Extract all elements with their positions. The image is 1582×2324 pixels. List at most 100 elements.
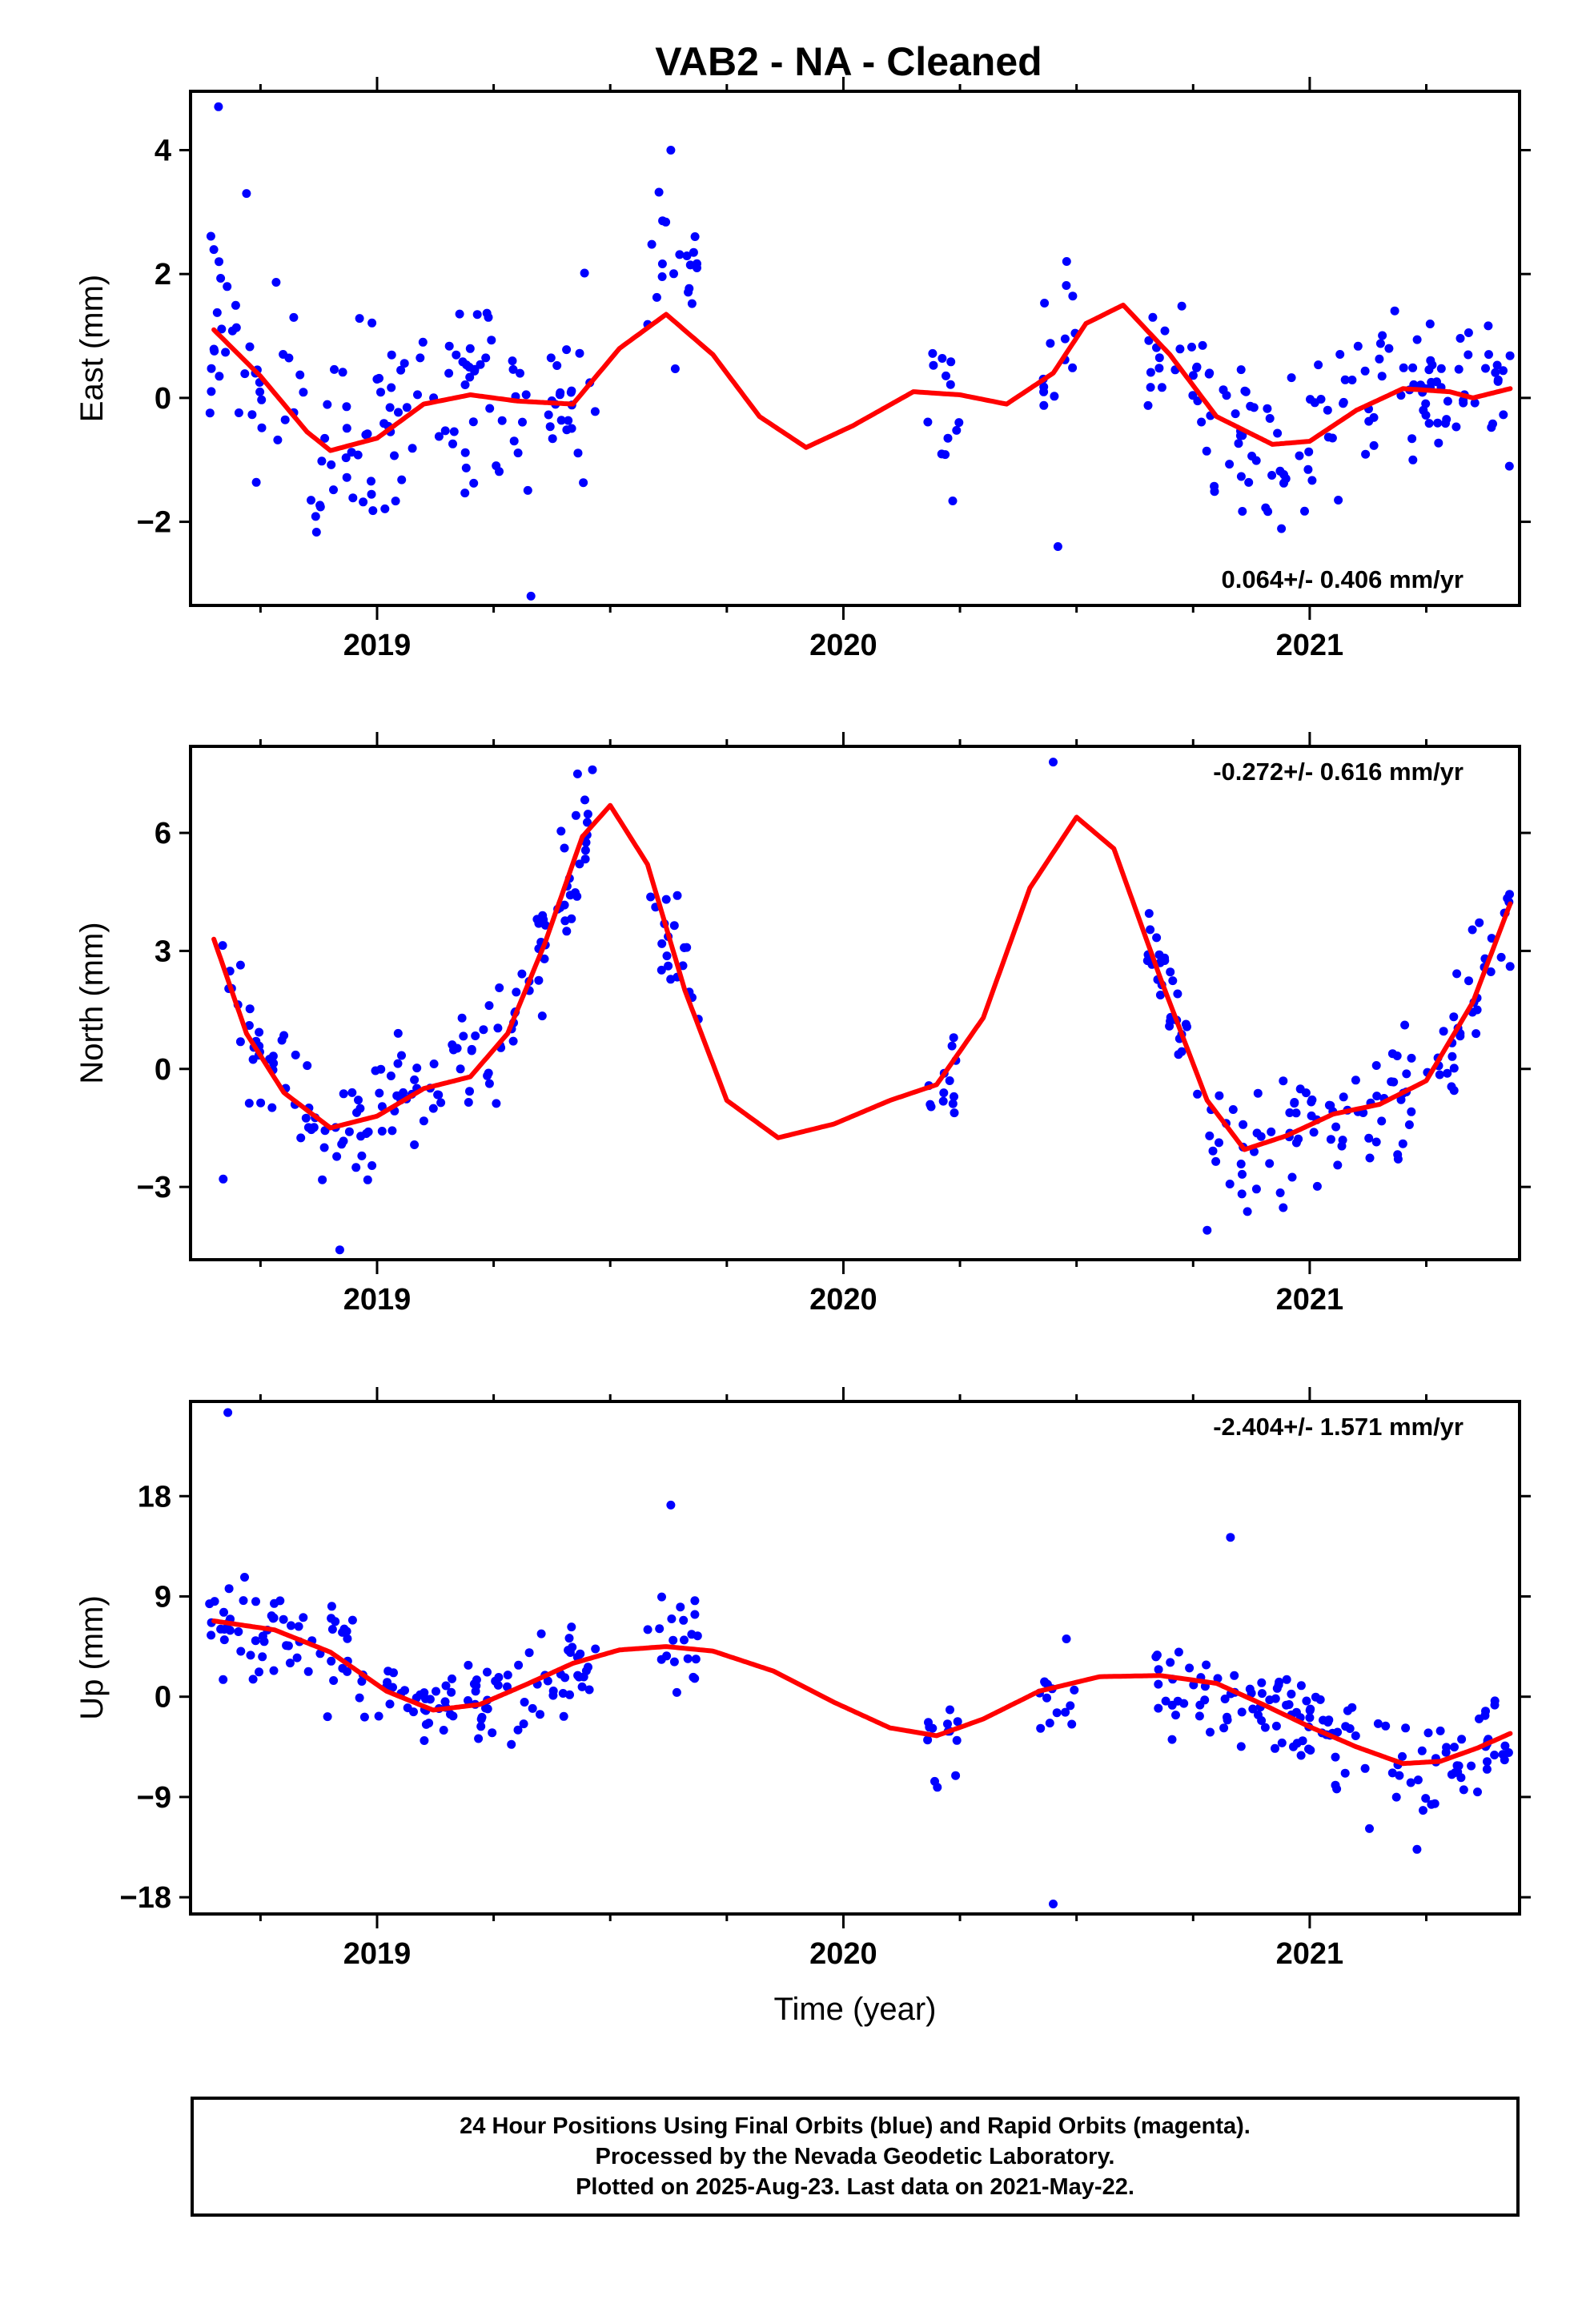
data-point — [1372, 1092, 1382, 1101]
data-point — [581, 1666, 591, 1675]
y-tick-label: −3 — [137, 1171, 171, 1204]
data-point — [495, 467, 504, 476]
data-point — [1225, 460, 1235, 469]
data-point — [459, 1031, 468, 1041]
data-point — [1443, 396, 1452, 406]
data-point — [1345, 1724, 1355, 1733]
data-point — [1237, 1707, 1247, 1717]
data-point — [472, 310, 482, 320]
data-point — [1146, 368, 1155, 377]
data-point — [376, 1064, 386, 1074]
data-point — [1039, 400, 1049, 410]
data-point — [474, 1734, 484, 1743]
data-point — [465, 1087, 474, 1096]
data-point — [323, 400, 332, 409]
data-point — [275, 1596, 285, 1606]
data-point — [1198, 340, 1207, 350]
data-point — [1439, 1027, 1448, 1036]
data-point — [1282, 1700, 1291, 1710]
panel-east: −2 0 2 4 2019 2020 2021 East (mm) 0.064+/- 0.406… — [74, 77, 1531, 662]
data-point — [234, 1627, 243, 1636]
data-point — [348, 493, 358, 503]
data-point — [948, 1099, 958, 1108]
data-point — [1340, 375, 1350, 384]
data-point — [661, 895, 671, 904]
data-point — [560, 900, 569, 910]
panel-frame — [189, 1400, 1521, 1916]
data-point — [520, 1698, 529, 1707]
data-point — [1483, 1757, 1492, 1767]
data-point — [432, 1687, 440, 1696]
data-point — [590, 407, 600, 416]
y-axis-label: Up (mm) — [74, 1595, 110, 1720]
data-point — [1304, 1744, 1313, 1754]
data-point — [235, 1037, 245, 1047]
data-point — [1171, 1711, 1180, 1720]
data-point — [1399, 363, 1408, 372]
data-point — [1454, 1761, 1464, 1771]
data-point — [207, 1630, 216, 1640]
data-point-outlier — [1226, 1533, 1235, 1542]
data-point — [1332, 1784, 1342, 1794]
data-point — [1432, 377, 1441, 387]
data-point — [1282, 1675, 1291, 1684]
data-point — [1401, 1723, 1411, 1733]
data-point — [1484, 350, 1493, 360]
data-point — [1470, 398, 1480, 408]
data-point — [1208, 1146, 1218, 1156]
data-point — [209, 245, 219, 255]
data-point — [341, 453, 351, 463]
data-point — [1061, 1707, 1070, 1717]
data-point — [240, 1573, 249, 1582]
data-point — [1046, 339, 1055, 348]
data-point — [1459, 1785, 1468, 1795]
y-tick-label: −9 — [137, 1781, 171, 1815]
data-point — [669, 269, 678, 279]
data-point — [580, 795, 589, 805]
data-point — [1304, 447, 1314, 456]
data-point — [271, 278, 281, 287]
data-point — [1369, 440, 1379, 450]
data-point — [1407, 1107, 1416, 1116]
figure-title: VAB2 - NA - Cleaned — [655, 39, 1042, 84]
data-point — [387, 350, 396, 360]
y-tick-label: 3 — [155, 935, 171, 968]
data-point — [465, 372, 475, 382]
data-point — [1219, 1723, 1229, 1733]
data-point — [657, 272, 667, 281]
data-point — [654, 187, 664, 197]
data-point — [303, 1061, 312, 1071]
x-tick-label: 2020 — [809, 629, 877, 662]
data-point — [368, 506, 378, 516]
data-point — [1504, 1748, 1513, 1757]
data-point — [1238, 1169, 1247, 1179]
data-point — [483, 1667, 492, 1677]
data-point — [1058, 616, 1067, 625]
data-point — [342, 402, 351, 412]
data-point — [682, 251, 692, 260]
data-point — [1364, 416, 1374, 426]
data-point — [215, 257, 223, 267]
data-point — [1251, 1184, 1261, 1194]
data-point — [391, 497, 400, 506]
data-point — [1407, 1053, 1416, 1063]
data-point — [509, 436, 519, 446]
data-point — [1277, 1738, 1287, 1747]
data-point — [669, 1657, 679, 1667]
data-point — [562, 345, 572, 355]
data-point — [952, 425, 962, 435]
y-tick-label: 0 — [155, 1681, 171, 1715]
data-point — [339, 1089, 348, 1099]
data-point — [362, 1129, 371, 1138]
data-point — [1173, 1696, 1182, 1706]
data-point — [245, 342, 255, 352]
data-point — [1371, 1061, 1381, 1070]
data-point — [251, 477, 261, 487]
data-point — [1287, 373, 1296, 383]
data-point — [536, 1710, 544, 1719]
data-point — [416, 353, 425, 363]
data-point — [946, 357, 956, 367]
data-point — [1311, 1692, 1320, 1702]
data-point — [1235, 431, 1245, 440]
data-point — [248, 1675, 258, 1684]
